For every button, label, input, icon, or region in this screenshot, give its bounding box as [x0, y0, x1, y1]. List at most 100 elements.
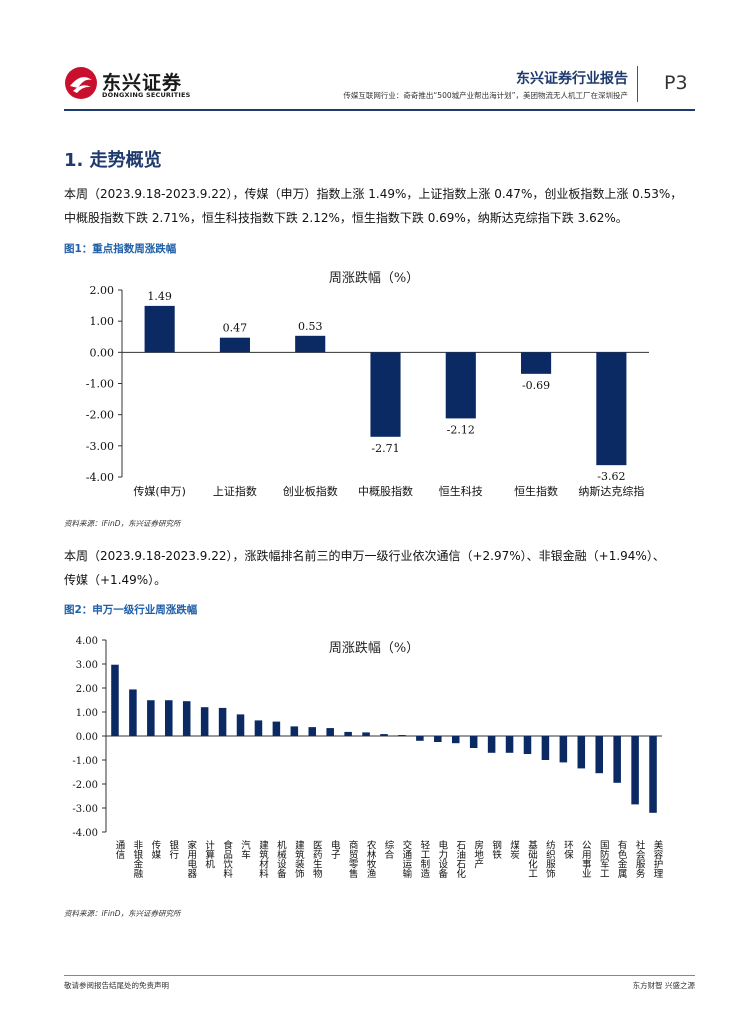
x-category-label: 公用事业: [580, 840, 592, 878]
y-tick-label: 0.00: [76, 732, 98, 743]
bar: [523, 736, 532, 754]
bar: [254, 720, 263, 736]
x-category-label: 美容护理: [652, 839, 664, 878]
bar: [219, 337, 250, 353]
bar: [308, 727, 317, 736]
x-category-label: 电力设备: [436, 839, 448, 879]
bar: [469, 736, 478, 748]
x-category-label: 机械设备: [275, 839, 287, 879]
figure-1-source: 资料来源：iFinD，东兴证券研究所: [64, 519, 181, 528]
data-label: -2.12: [447, 423, 475, 436]
bar: [200, 707, 209, 736]
bar: [595, 736, 603, 774]
bar: [649, 736, 657, 813]
x-category-label: 交通运输: [400, 839, 412, 879]
brand-name-en: DONGXING SECURITIES: [102, 91, 191, 99]
y-tick-label: -2.00: [72, 780, 98, 791]
bar: [398, 735, 406, 736]
bar: [344, 731, 352, 736]
y-tick-label: 2.00: [90, 284, 115, 297]
bar: [577, 736, 586, 769]
header-rule: [64, 109, 695, 111]
bar: [218, 707, 227, 736]
x-category-label: 农林牧渔: [365, 839, 377, 878]
bar: [451, 736, 460, 744]
chart-title: 周涨跌幅（%）: [329, 640, 419, 656]
y-tick-label: 1.00: [76, 708, 98, 719]
y-tick-label: -2.00: [86, 409, 114, 422]
data-label: -0.69: [522, 379, 550, 392]
x-category-label: 医药生物: [311, 840, 323, 879]
report-subtitle: 传媒互联网行业：奇奇推出“500城产业帮出海计划”，美团物流无人机工厂在深圳投产: [343, 91, 628, 100]
x-category-label: 煤炭: [508, 839, 520, 860]
page-number: P3: [664, 72, 688, 94]
summary-paragraph-1: 本周（2023.9.18-2023.9.22），传媒（申万）指数上涨 1.49%…: [64, 182, 704, 230]
footer-disclaimer: 敬请参阅报告结尾处的免责声明: [64, 981, 169, 990]
summary-paragraph-2: 本周（2023.9.18-2023.9.22），涨跌幅排名前三的申万一级行业依次…: [64, 544, 704, 592]
bar: [487, 736, 496, 753]
x-category-label: 综合: [383, 839, 395, 860]
bar: [129, 689, 137, 736]
bar: [631, 736, 639, 805]
x-category-label: 家用电器: [185, 839, 197, 878]
bar: [182, 701, 191, 736]
bar: [272, 721, 281, 736]
x-category-label: 钢铁: [490, 839, 502, 860]
x-category-label: 汽车: [239, 839, 251, 860]
paragraph-line: 传媒（+1.49%）。: [64, 573, 167, 587]
bar: [505, 736, 514, 753]
x-category-label: 环保: [562, 840, 574, 860]
footer-slogan: 东方财智 兴盛之源: [632, 981, 695, 990]
bar: [445, 352, 476, 419]
data-label: 0.47: [223, 322, 248, 335]
x-category-label: 建筑装饰: [293, 839, 305, 879]
y-tick-label: -3.00: [86, 440, 114, 453]
x-category-label: 纺织服饰: [544, 839, 556, 879]
x-category-label: 有色金属: [616, 839, 628, 879]
y-tick-label: -1.00: [86, 378, 114, 391]
bar: [147, 700, 155, 736]
bar: [326, 728, 334, 736]
section-title: 1. 走势概览: [64, 150, 162, 171]
paragraph-line: 本周（2023.9.18-2023.9.22），涨跌幅排名前三的申万一级行业依次…: [64, 549, 665, 563]
header-divider: [637, 66, 638, 102]
footer-rule: [64, 975, 695, 976]
report-title: 东兴证券行业报告: [516, 71, 628, 87]
x-category-label: 非银金融: [131, 839, 143, 879]
y-tick-label: 0.00: [90, 346, 115, 359]
brand-logo: 东兴证券 DONGXING SECURITIES: [64, 64, 190, 104]
data-label: -3.62: [597, 470, 625, 483]
y-tick-label: -4.00: [72, 828, 98, 839]
x-category-label: 计算机: [203, 839, 215, 869]
brand-logo-mark-icon: [65, 67, 97, 99]
x-category-label: 商贸零售: [347, 839, 359, 879]
bar: [144, 305, 175, 353]
data-label: -2.71: [371, 442, 399, 455]
x-category-label: 上证指数: [213, 484, 257, 498]
bar: [416, 736, 424, 741]
data-label: 0.53: [298, 320, 323, 333]
x-category-label: 中概股指数: [358, 484, 413, 498]
x-category-label: 轻工制造: [418, 839, 430, 879]
paragraph-line: 中概股指数下跌 2.71%，恒生科技指数下跌 2.12%，恒生指数下跌 0.69…: [64, 211, 628, 225]
sw-industry-weekly-change-chart: 周涨跌幅（%） 4.00 3.00 2.00 1.00 0.00 -1.00 -2.00 -3.…: [72, 636, 664, 879]
x-category-label: 恒生科技: [439, 484, 483, 498]
y-tick-label: 4.00: [76, 636, 98, 647]
x-category-label: 房地产: [472, 839, 484, 869]
figure-2-caption: 图2：申万一级行业周涨跌幅: [64, 604, 198, 616]
data-label: 1.49: [147, 290, 172, 303]
y-tick-label: 3.00: [76, 660, 98, 671]
x-category-label: 石油石化: [454, 840, 466, 879]
x-category-label: 创业板指数: [283, 484, 338, 498]
bar: [290, 726, 299, 736]
bar: [362, 732, 370, 736]
bar: [613, 736, 621, 783]
x-category-label: 恒生指数: [514, 484, 558, 498]
bar: [236, 714, 245, 736]
y-tick-label: 2.00: [76, 684, 98, 695]
x-category-label: 基础化工: [526, 839, 538, 878]
bar: [596, 352, 627, 466]
x-category-label: 传媒: [149, 839, 161, 860]
bar: [380, 734, 388, 736]
y-tick-label: -1.00: [72, 756, 98, 767]
